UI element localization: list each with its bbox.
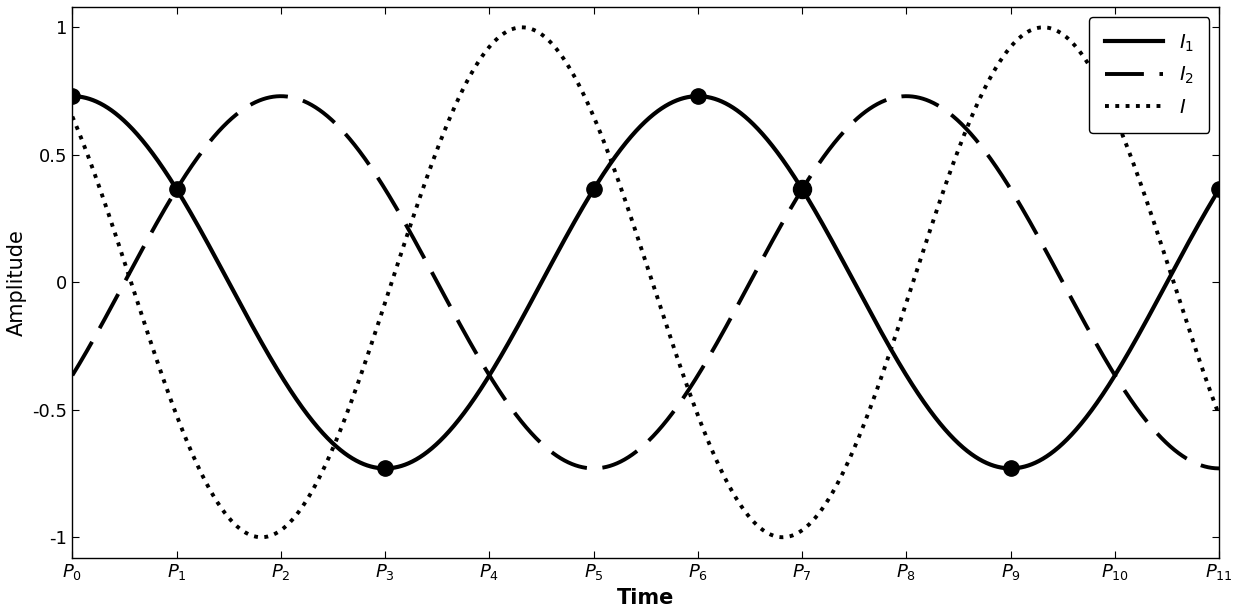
Legend: $I_1$, $I_2$, $I$: $I_1$, $I_2$, $I$: [1089, 17, 1209, 133]
X-axis label: Time: Time: [618, 588, 675, 608]
Y-axis label: Amplitude: Amplitude: [7, 229, 27, 336]
